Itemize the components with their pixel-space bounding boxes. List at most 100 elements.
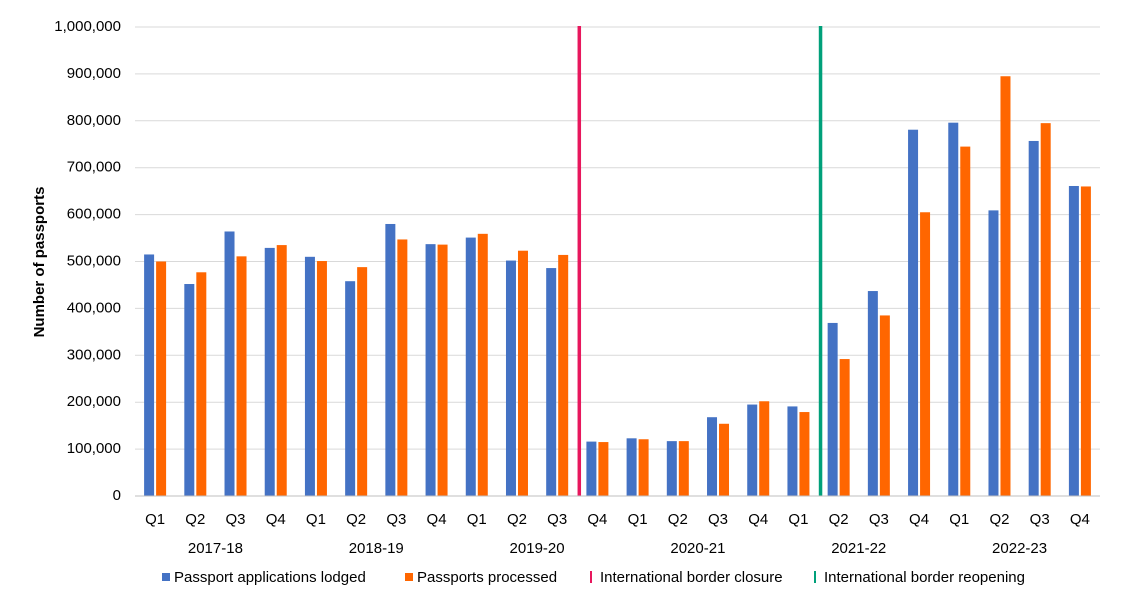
year-group-label: 2022-23: [992, 540, 1047, 557]
bar: [397, 239, 408, 496]
x-tick-label: Q1: [306, 511, 326, 528]
bar: [787, 406, 798, 496]
x-tick-label: Q1: [949, 511, 969, 528]
bar: [960, 146, 971, 496]
y-tick-label: 400,000: [67, 299, 121, 316]
bar: [626, 438, 637, 496]
x-tick-label: Q1: [145, 511, 165, 528]
bar: [558, 254, 569, 496]
bar: [425, 244, 436, 496]
y-tick-label: 800,000: [67, 112, 121, 129]
bar: [827, 322, 838, 496]
y-tick-label: 700,000: [67, 159, 121, 176]
bar: [316, 261, 327, 496]
x-tick-label: Q4: [266, 511, 286, 528]
bar: [759, 401, 770, 496]
bar: [1000, 76, 1011, 497]
y-tick-label: 0: [113, 487, 121, 504]
bar: [236, 256, 247, 496]
legend-label: Passports processed: [417, 569, 557, 586]
x-tick-label: Q3: [547, 511, 567, 528]
bar: [477, 233, 488, 497]
x-tick-label: Q2: [989, 511, 1009, 528]
bar: [747, 404, 758, 496]
y-tick-label: 200,000: [67, 393, 121, 410]
y-tick-label: 600,000: [67, 206, 121, 223]
year-group-labels: 2017-18 2018-19 2019-20 2020-21 2021-22 2022-…: [188, 540, 1047, 557]
bar: [357, 267, 368, 496]
legend: Passport applications lodged Passports pr…: [162, 569, 1025, 586]
bar: [586, 441, 597, 496]
bar: [546, 268, 557, 496]
y-tick-label: 900,000: [67, 65, 121, 82]
y-tick-label: 500,000: [67, 252, 121, 269]
x-tick-label: Q4: [909, 511, 929, 528]
bar: [517, 250, 528, 496]
bar: [345, 281, 356, 496]
bar: [707, 417, 718, 496]
y-tick-labels: 0 100,000 200,000 300,000 400,000 500,000 600,…: [54, 18, 121, 504]
bar: [1080, 186, 1091, 496]
year-group-label: 2019-20: [510, 540, 565, 557]
bar: [385, 223, 396, 497]
year-group-label: 2020-21: [670, 540, 725, 557]
x-tick-label: Q2: [829, 511, 849, 528]
x-tick-label: Q3: [226, 511, 246, 528]
legend-swatch: [162, 573, 170, 581]
bar: [948, 122, 959, 497]
x-tick-label: Q2: [346, 511, 366, 528]
y-tick-label: 300,000: [67, 346, 121, 363]
bars: [144, 76, 1091, 497]
x-tick-label: Q3: [386, 511, 406, 528]
bar: [1028, 140, 1039, 497]
bar: [224, 231, 235, 496]
bar: [196, 272, 207, 496]
x-tick-label: Q3: [1030, 511, 1050, 528]
x-tick-label: Q3: [869, 511, 889, 528]
bar: [465, 237, 476, 496]
bar: [678, 441, 689, 496]
year-group-label: 2021-22: [831, 540, 886, 557]
bar: [437, 244, 448, 496]
bar: [988, 210, 999, 496]
legend-label: International border reopening: [824, 569, 1025, 586]
x-tick-label: Q1: [788, 511, 808, 528]
x-tick-label: Q2: [185, 511, 205, 528]
x-tick-labels: Q1 Q2 Q3 Q4 Q1 Q2 Q3 Q4 Q1 Q2 Q3 Q4 Q1 Q2 Q3 Q4 Q1 Q2 Q3 Q4…: [145, 511, 1090, 528]
bar: [879, 315, 890, 496]
legend-label: International border closure: [600, 569, 783, 586]
x-tick-label: Q3: [708, 511, 728, 528]
year-group-label: 2017-18: [188, 540, 243, 557]
bar: [156, 261, 167, 496]
bar: [144, 254, 155, 496]
bar: [276, 245, 287, 496]
x-tick-label: Q2: [507, 511, 527, 528]
gridlines: [135, 26, 1100, 450]
x-tick-label: Q2: [668, 511, 688, 528]
bar: [839, 359, 850, 496]
y-tick-label: 1,000,000: [54, 18, 121, 35]
x-tick-label: Q4: [1070, 511, 1090, 528]
x-tick-label: Q4: [427, 511, 447, 528]
bar: [264, 247, 275, 496]
bar: [920, 212, 931, 496]
legend-swatch: [405, 573, 413, 581]
bar: [304, 256, 315, 496]
bar: [638, 439, 649, 496]
y-axis-label: Number of passports: [31, 187, 48, 338]
bar: [1068, 185, 1079, 496]
bar: [666, 441, 677, 496]
x-tick-label: Q4: [587, 511, 607, 528]
bar: [184, 284, 195, 496]
x-tick-label: Q1: [628, 511, 648, 528]
bar: [719, 423, 730, 496]
event-markers: [577, 26, 823, 496]
year-group-label: 2018-19: [349, 540, 404, 557]
y-tick-label: 100,000: [67, 440, 121, 457]
bar: [598, 442, 609, 496]
bar: [799, 412, 810, 496]
bar: [867, 291, 878, 496]
bar: [1040, 123, 1051, 497]
legend-label: Passport applications lodged: [174, 569, 366, 586]
